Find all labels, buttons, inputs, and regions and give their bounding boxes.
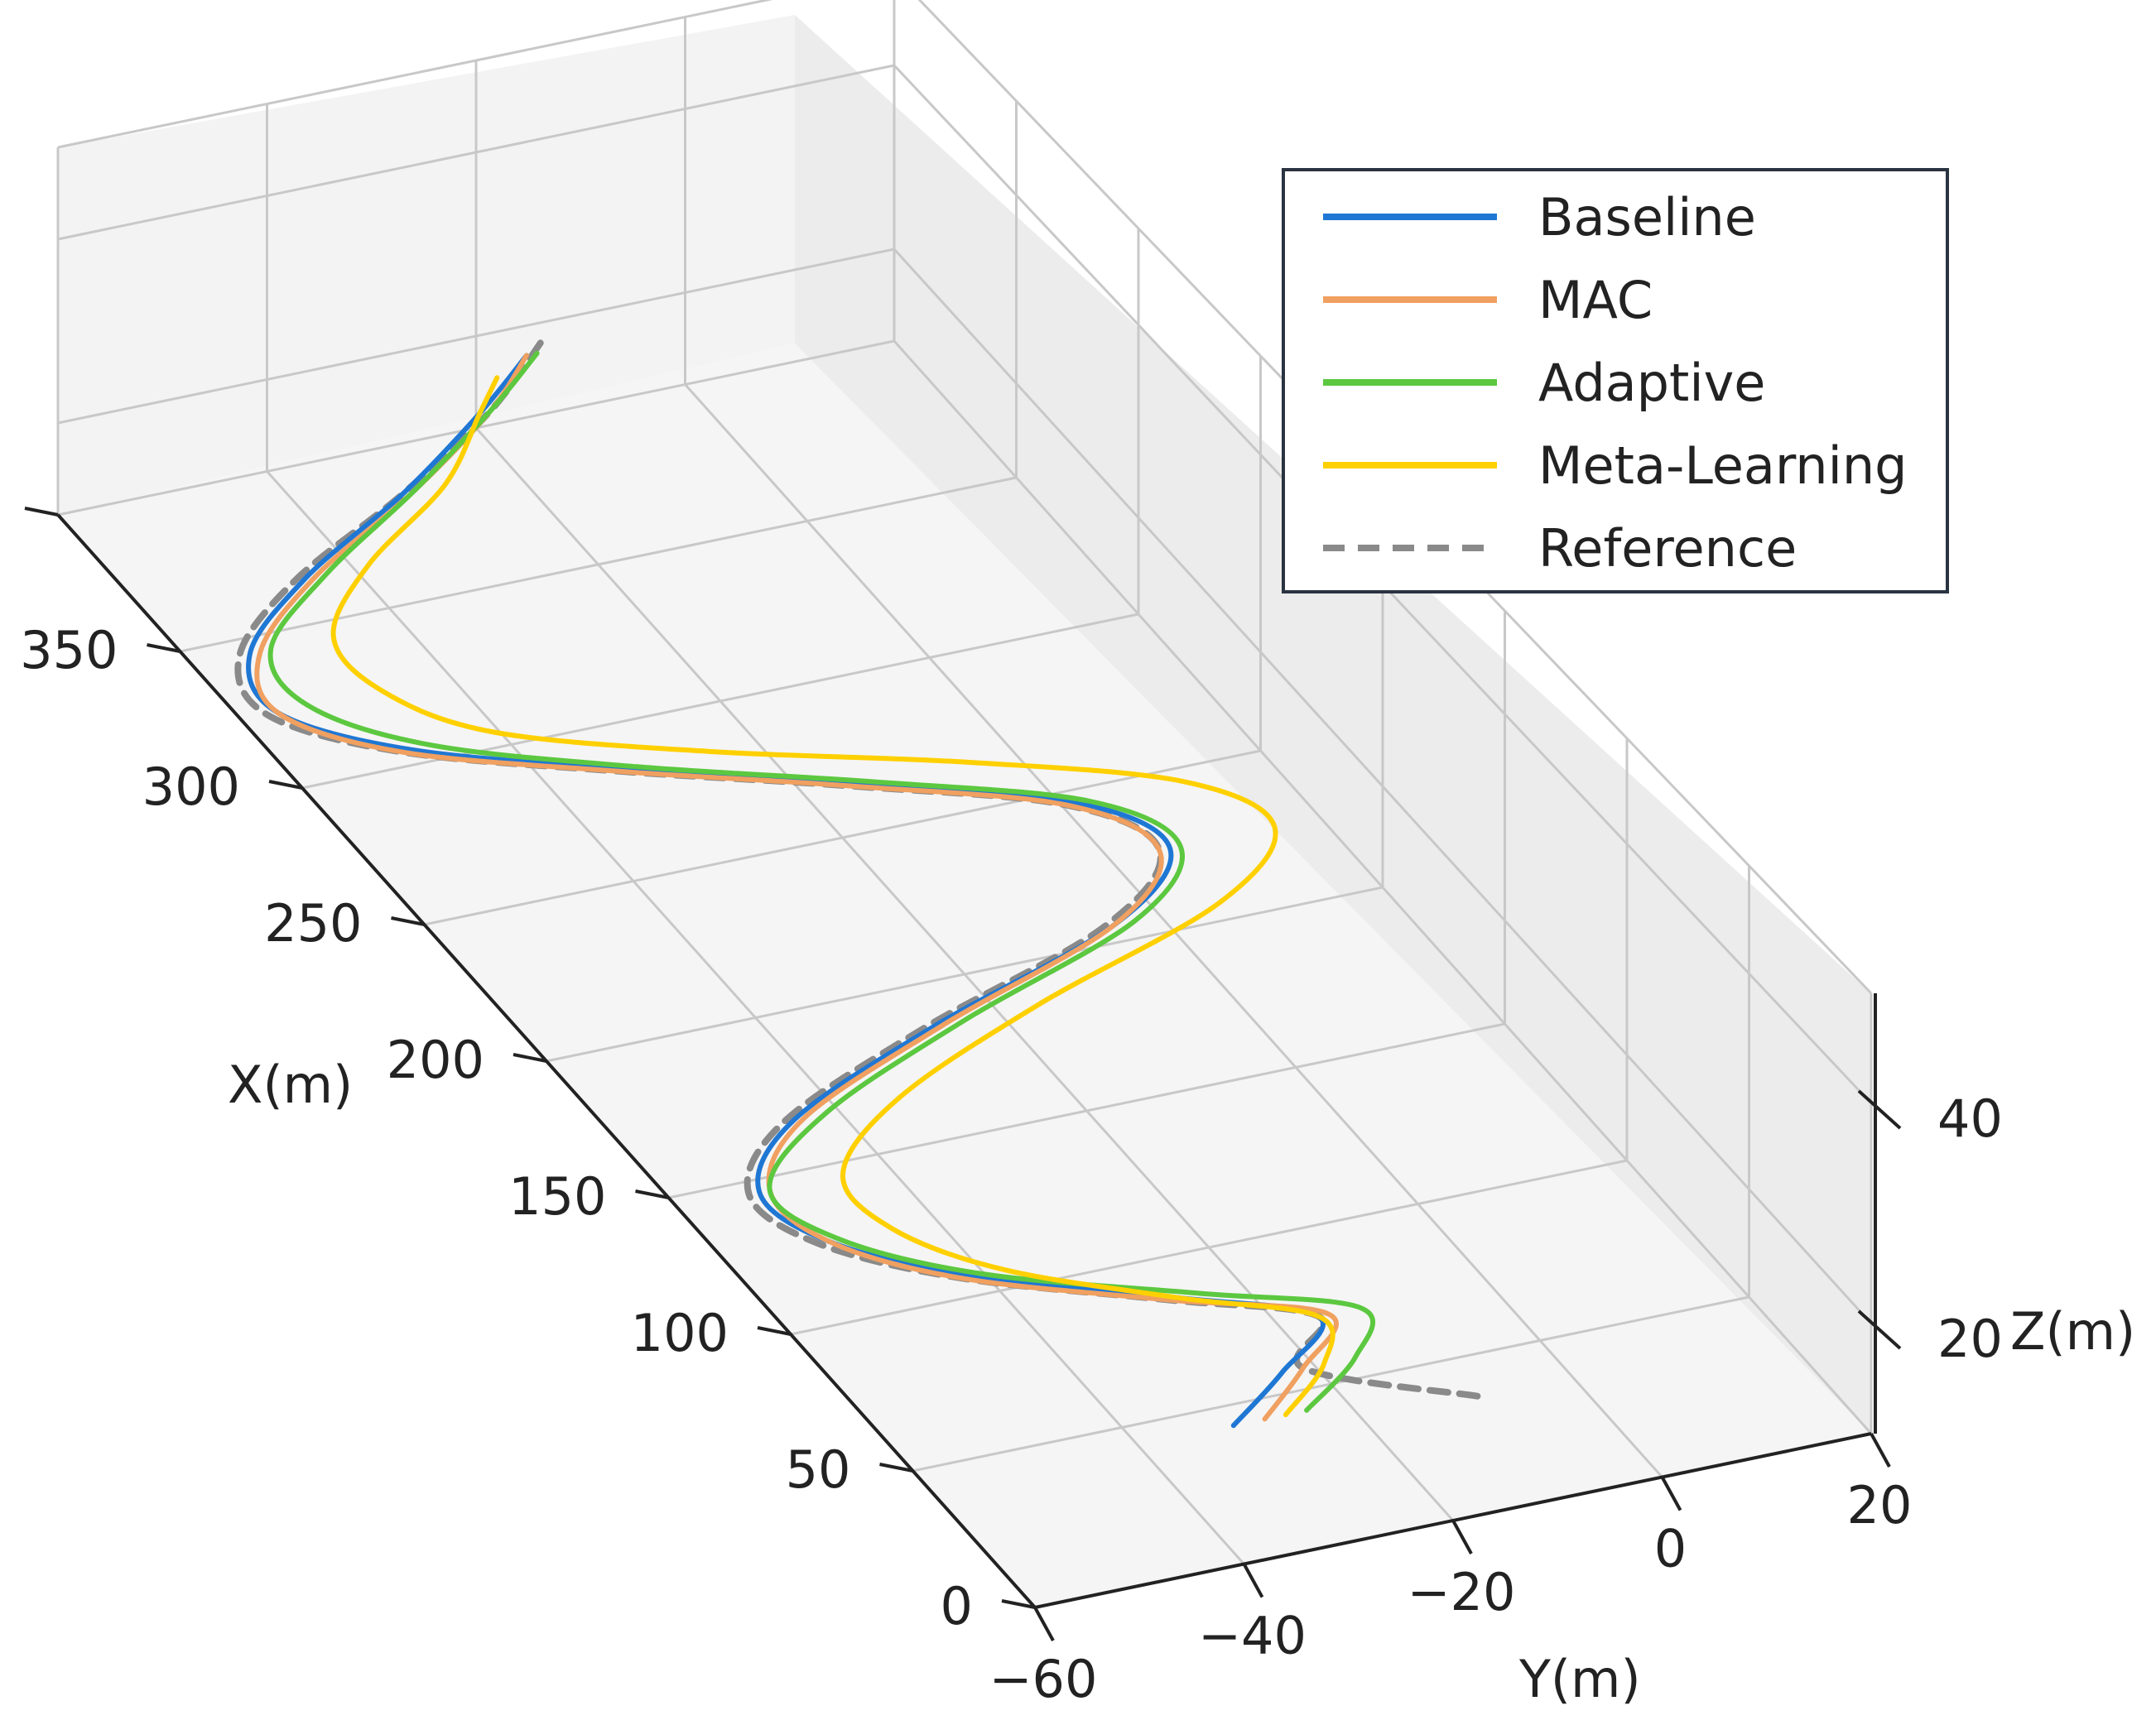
y-tick-label: −20 [1408,1562,1516,1622]
x-tick-mark [24,507,59,517]
legend-label: Meta-Learning [1538,435,1907,496]
legend: Baseline MAC Adaptive Meta-Learning Referenc… [1282,168,1949,593]
y-tick-mark [1033,1607,1055,1641]
legend-label: Adaptive [1538,353,1765,413]
z-tick-mark [1857,1309,1902,1350]
floor-grid-line [474,427,1455,1521]
x-axis-title: X(m) [228,1055,353,1115]
y-tick-mark [1660,1476,1682,1511]
x-tick-mark [1001,1599,1036,1609]
x-tick-label: 250 [264,893,362,954]
back-pane [58,15,795,515]
y-tick-mark [1451,1520,1473,1554]
x-tick-label: 100 [631,1303,729,1363]
y-tick-mark [1870,1433,1891,1468]
x-tick-mark [757,1326,792,1336]
legend-label: Reference [1538,518,1797,579]
x-tick-label: 50 [786,1439,851,1500]
x-tick-mark [879,1463,913,1473]
floor-grid-line [266,470,1245,1565]
z-tick-label: 20 [1937,1309,2003,1369]
x-tick-mark [147,643,180,653]
legend-label: Baseline [1538,187,1756,247]
x-tick-label: 300 [142,757,240,817]
y-tick-label: 0 [1654,1519,1687,1579]
x-tick-mark [513,1053,547,1063]
x-tick-label: 0 [941,1576,973,1636]
x-tick-label: 200 [387,1030,484,1090]
z-grid-line [57,0,1873,995]
trajectory-series [234,332,1481,1429]
x-tick-mark [391,916,425,926]
y-axis-title: Y(m) [1518,1649,1641,1709]
z-tick-mark [1857,1089,1902,1130]
axes [24,507,1902,1641]
series-line-baseline [246,353,1326,1429]
series-line-meta-learning [330,375,1335,1418]
z-axis-title: Z(m) [2010,1301,2135,1362]
floor-grid-line [893,340,1873,1434]
y-tick-label: 20 [1847,1475,1913,1535]
y-tick-label: −40 [1198,1606,1307,1666]
z-tick-label: 40 [1937,1088,2003,1149]
y-tick-mark [1242,1563,1264,1598]
x-tick-label: 150 [508,1166,606,1227]
x-tick-mark [635,1189,669,1199]
x-tick-label: 350 [20,620,118,680]
series-line-mac [254,353,1339,1422]
legend-label: MAC [1538,270,1653,330]
z-grid-line [57,247,1873,1325]
x-tick-mark [268,780,303,790]
side-pane [795,15,1871,1434]
y-tick-label: −60 [989,1649,1098,1709]
z-grid-line [57,64,1873,1105]
